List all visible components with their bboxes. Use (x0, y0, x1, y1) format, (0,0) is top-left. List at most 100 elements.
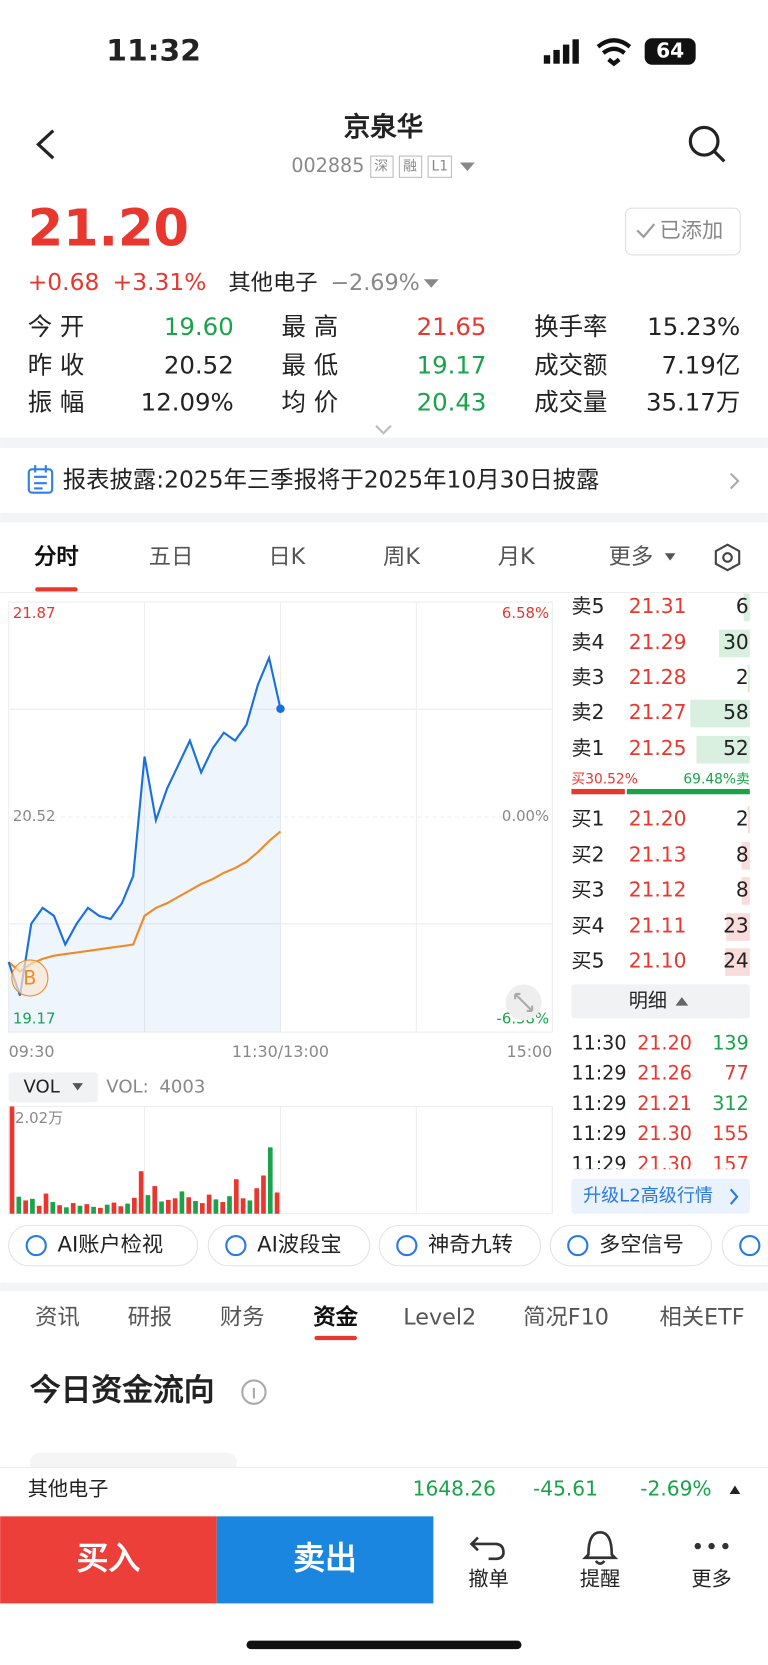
notice-icon (27, 465, 54, 494)
stat-label: 昨 收 (28, 350, 85, 379)
upgrade-button[interactable] (571, 1178, 750, 1214)
tool-chip[interactable] (8, 1224, 199, 1267)
depth-bar (726, 913, 750, 941)
book-label: 卖2 (571, 700, 604, 724)
book-label: 卖1 (571, 736, 604, 760)
tool-label: 多空信号 (599, 1233, 684, 1258)
depth-bar (747, 664, 750, 693)
sell-button[interactable] (216, 1516, 434, 1604)
info-tab[interactable]: Level2 (403, 1304, 476, 1330)
chart-tab[interactable]: 分时 (34, 544, 79, 570)
volume-bar (240, 1198, 246, 1214)
sell-ratio-bar (626, 788, 750, 795)
alert-icon[interactable] (582, 1530, 619, 1565)
trade-qty: 157 (712, 1152, 748, 1175)
chart-tab[interactable]: 五日 (149, 544, 194, 570)
y2-tick-label: 6.58% (502, 604, 549, 622)
settings-icon[interactable] (714, 543, 741, 572)
stat-value: 35.17万 (646, 388, 740, 417)
tool-icon (396, 1234, 418, 1257)
trade-marker-label: B (23, 967, 36, 990)
volume-bar (43, 1193, 49, 1214)
sector-name[interactable]: 其他电子 (228, 270, 317, 296)
stat-label: 今 开 (28, 312, 85, 341)
stat-value: 20.52 (164, 350, 234, 379)
price-area (8, 657, 281, 1033)
trade-rows: 11:30 21.20 139 11:29 21.26 77 11:29 21.21 312 11… (571, 1031, 748, 1175)
indicator-selector[interactable] (8, 1072, 98, 1103)
info-tab[interactable]: 简况F10 (523, 1304, 609, 1330)
trade-price: 21.26 (637, 1062, 692, 1085)
stat-label: 成交额 (534, 350, 607, 379)
sector-ticker-bar[interactable] (0, 1467, 768, 1517)
tool-icon (567, 1234, 589, 1257)
sector-change: −2.69% (330, 270, 419, 296)
volume-bar (125, 1203, 130, 1214)
volume-bar (159, 1201, 164, 1214)
stat-label: 成交量 (534, 388, 607, 417)
book-qty: 8 (736, 842, 749, 866)
arrow-up[interactable] (729, 1485, 741, 1495)
intraday-chart: 21.8720.5219.176.58%0.00%-6.58%09:3011:3… (7, 601, 552, 1061)
status-time: 11:32 (106, 34, 201, 69)
info-tab[interactable]: 资金 (313, 1303, 358, 1330)
watch-button[interactable] (625, 207, 741, 256)
tool-chip[interactable] (721, 1224, 768, 1267)
cancel-label[interactable]: 撤单 (468, 1567, 508, 1591)
tool-label: 神奇九转 (428, 1233, 513, 1258)
volume-bar (104, 1204, 110, 1214)
book-label: 卖3 (571, 665, 604, 689)
expand-chart[interactable] (505, 984, 542, 1021)
trade-qty: 155 (712, 1122, 748, 1145)
book-price: 21.11 (629, 914, 687, 938)
depth-bar (696, 735, 750, 764)
trade-marker[interactable] (11, 959, 49, 997)
last-price-dot (276, 704, 285, 714)
book-label: 买3 (571, 877, 604, 901)
volume-tick-label: 2.02万 (15, 1109, 63, 1127)
volume-bar (261, 1175, 266, 1214)
chart-tab[interactable]: 日K (268, 544, 306, 570)
info-tab[interactable]: 资讯 (35, 1304, 80, 1330)
stat-label: 均 价 (282, 388, 339, 417)
alert-label[interactable]: 提醒 (580, 1567, 620, 1591)
stock-name: 京泉华 (344, 112, 424, 143)
dropdown-arrow (664, 553, 676, 561)
dropdown-arrow[interactable] (459, 162, 475, 171)
chart-tab[interactable]: 更多 (609, 544, 654, 570)
info-icon[interactable] (241, 1379, 267, 1405)
stat-label: 振 幅 (28, 388, 85, 417)
info-tab[interactable]: 财务 (220, 1304, 265, 1330)
chart-tab[interactable]: 月K (498, 544, 536, 570)
chevron-right[interactable] (729, 472, 740, 490)
more-icon[interactable] (694, 1542, 729, 1550)
y-tick-label: 21.87 (13, 604, 56, 622)
back-button[interactable] (36, 129, 55, 160)
wifi-icon (596, 38, 632, 67)
detail-button[interactable] (571, 984, 750, 1019)
notice-text[interactable]: 报表披露:2025年三季报将于2025年10月30日披露 (63, 466, 600, 494)
buy-button[interactable] (0, 1516, 217, 1604)
volume-bar (23, 1200, 28, 1214)
volume-bar (165, 1199, 171, 1214)
chart-tab[interactable]: 周K (383, 544, 421, 570)
volume-bar (118, 1206, 124, 1214)
info-tab[interactable]: 相关ETF (659, 1304, 744, 1330)
tool-icon (25, 1234, 47, 1257)
expand-arrow[interactable] (375, 425, 392, 435)
dropdown-arrow[interactable] (423, 279, 439, 288)
tool-chip[interactable] (549, 1224, 713, 1267)
tool-chip[interactable] (207, 1224, 371, 1267)
info-tab[interactable]: 研报 (128, 1304, 173, 1330)
battery (644, 38, 696, 65)
trade-price: 21.30 (637, 1122, 692, 1145)
volume-current: 4003 (159, 1076, 205, 1097)
more-label[interactable]: 更多 (691, 1567, 731, 1591)
book-price: 21.13 (629, 842, 687, 866)
cancel-icon[interactable] (469, 1536, 505, 1561)
search-button[interactable] (688, 125, 726, 163)
volume-bar (172, 1198, 178, 1214)
tool-chip[interactable] (378, 1224, 542, 1267)
book-price: 21.27 (629, 700, 687, 724)
